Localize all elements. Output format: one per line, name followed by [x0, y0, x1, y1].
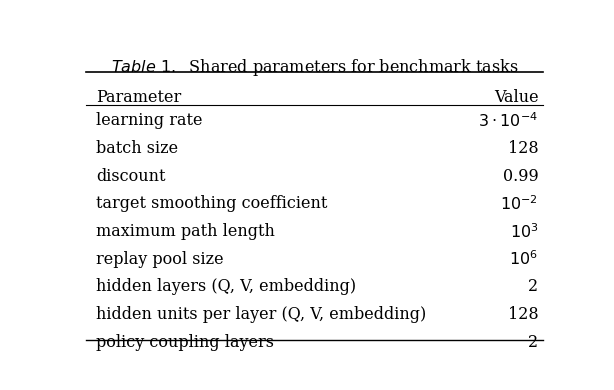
- Text: 2: 2: [528, 278, 538, 295]
- Text: batch size: batch size: [96, 140, 178, 157]
- Text: $10^{3}$: $10^{3}$: [510, 223, 538, 242]
- Text: $10^{6}$: $10^{6}$: [510, 251, 538, 269]
- Text: hidden units per layer (Q, V, embedding): hidden units per layer (Q, V, embedding): [96, 306, 426, 323]
- Text: 128: 128: [508, 306, 538, 323]
- Text: replay pool size: replay pool size: [96, 251, 223, 268]
- Text: $3 \cdot 10^{-4}$: $3 \cdot 10^{-4}$: [478, 112, 538, 131]
- Text: 2: 2: [528, 333, 538, 351]
- Text: policy coupling layers: policy coupling layers: [96, 333, 274, 351]
- Text: Value: Value: [494, 89, 538, 106]
- Text: learning rate: learning rate: [96, 112, 202, 129]
- Text: 0.99: 0.99: [503, 168, 538, 184]
- Text: $\mathit{Table\ 1.}$  Shared parameters for benchmark tasks: $\mathit{Table\ 1.}$ Shared parameters f…: [111, 57, 518, 78]
- Text: target smoothing coefficient: target smoothing coefficient: [96, 195, 327, 212]
- Text: $10^{-2}$: $10^{-2}$: [500, 195, 538, 214]
- Text: hidden layers (Q, V, embedding): hidden layers (Q, V, embedding): [96, 278, 356, 295]
- Text: Parameter: Parameter: [96, 89, 181, 106]
- Text: maximum path length: maximum path length: [96, 223, 274, 240]
- Text: 128: 128: [508, 140, 538, 157]
- Text: discount: discount: [96, 168, 165, 184]
